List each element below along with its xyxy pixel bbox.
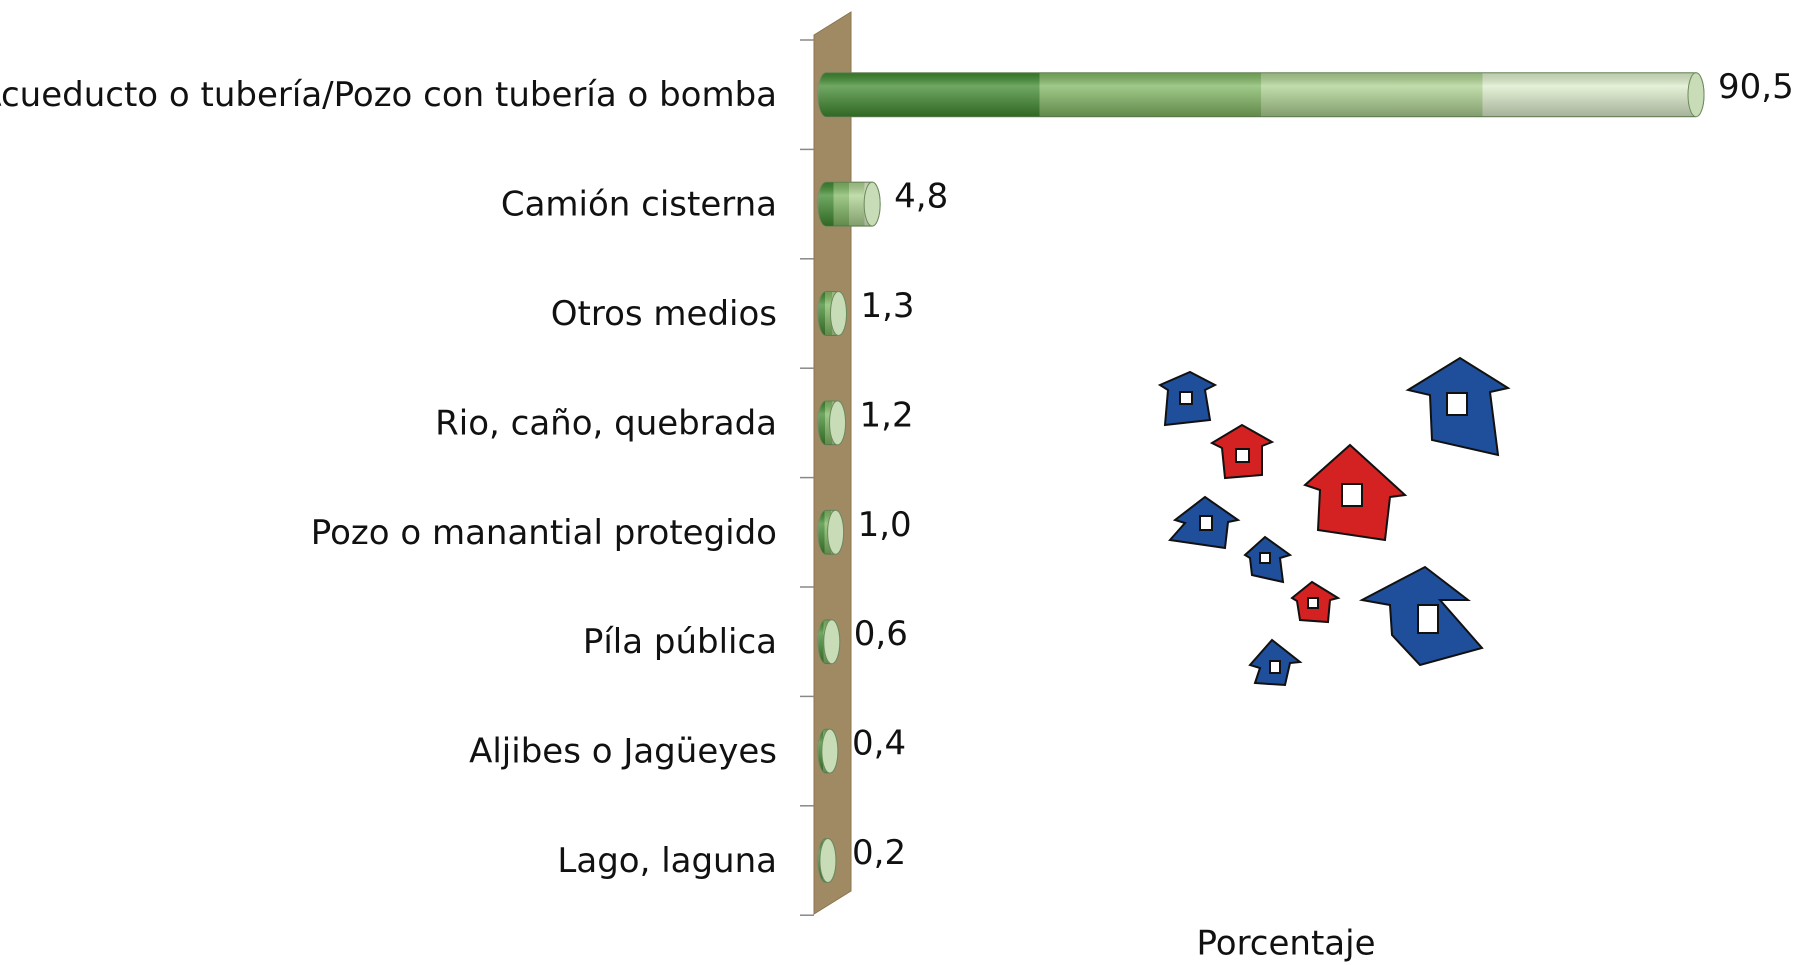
- bar-cap: [829, 291, 847, 336]
- category-label: Otros medios: [551, 294, 777, 334]
- value-label: 4,8: [894, 177, 948, 217]
- value-label: 1,3: [860, 286, 914, 326]
- category-separators: [800, 39, 814, 916]
- category-label: Acueducto o tubería/Pozo con tubería o b…: [0, 75, 777, 115]
- value-label: 1,2: [860, 395, 914, 435]
- category-label: Lago, laguna: [557, 841, 777, 881]
- bar-cap: [829, 400, 847, 446]
- axis-wall: [813, 11, 852, 915]
- bar-cap: [819, 838, 837, 883]
- bar-gloss: [818, 182, 881, 227]
- category-label: Camión cisterna: [501, 185, 777, 225]
- bar-cap: [823, 619, 841, 665]
- bar-cap: [863, 181, 881, 227]
- value-label: 0,2: [852, 833, 906, 873]
- houses-illustration: [1157, 356, 1511, 687]
- bar-gloss: [818, 72, 1704, 117]
- x-axis-label: Porcentaje: [1196, 924, 1375, 964]
- value-label: 90,5: [1718, 67, 1794, 107]
- value-label: 0,4: [852, 724, 906, 764]
- category-label: Pozo o manantial protegido: [311, 513, 777, 553]
- value-label: 0,6: [854, 614, 908, 654]
- value-label: 1,0: [858, 505, 912, 545]
- bar-cap: [821, 728, 839, 774]
- category-label: Rio, caño, quebrada: [435, 403, 777, 443]
- bar-cap: [1687, 72, 1705, 118]
- category-label: Aljibes o Jagüeyes: [469, 732, 777, 772]
- bar-cap: [827, 509, 845, 555]
- category-label: Píla pública: [583, 622, 777, 662]
